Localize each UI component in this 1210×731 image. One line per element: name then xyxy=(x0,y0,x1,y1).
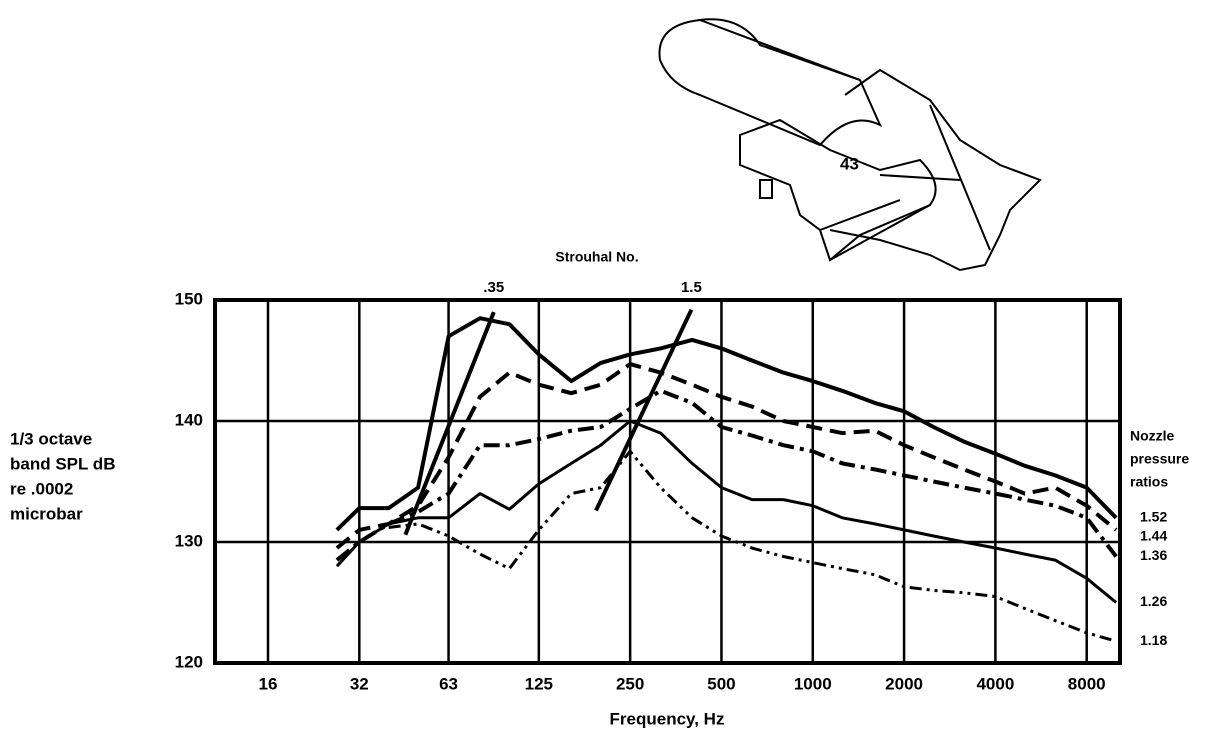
sketch-cylinder xyxy=(658,18,883,147)
legend-title: ratios xyxy=(1130,474,1168,490)
strouhal-label: .35 xyxy=(483,279,504,296)
strouhal-line xyxy=(403,311,496,536)
series-line xyxy=(335,362,1118,550)
legend-label: 1.26 xyxy=(1140,593,1167,609)
sketch-tab xyxy=(759,179,773,199)
series-line xyxy=(388,449,1117,643)
y-tick-label: 120 xyxy=(175,652,203,671)
x-tick-label: 2000 xyxy=(885,674,923,693)
plot-frame xyxy=(213,298,1122,665)
y-axis-title: re .0002 xyxy=(10,479,73,498)
sketch-wing xyxy=(829,68,1042,272)
x-tick-label: 32 xyxy=(350,674,369,693)
sketch-cylinder-top xyxy=(699,18,861,81)
series-line xyxy=(335,419,1118,604)
legend-title: pressure xyxy=(1130,451,1189,467)
x-axis-title: Frequency, Hz xyxy=(610,709,725,728)
sketch-label: 43 xyxy=(840,154,859,173)
legend-title: Nozzle xyxy=(1130,428,1175,444)
series-line xyxy=(335,388,1118,562)
strouhal-label: 1.5 xyxy=(681,279,702,296)
y-tick-label: 150 xyxy=(175,289,203,308)
nozzle-sketch: 43 xyxy=(658,18,1042,272)
legend-label: 1.18 xyxy=(1140,632,1167,648)
x-tick-label: 500 xyxy=(707,674,735,693)
x-tick-label: 63 xyxy=(439,674,458,693)
y-axis-title: microbar xyxy=(10,504,83,523)
y-tick-label: 130 xyxy=(175,531,203,550)
y-axis-title: band SPL dB xyxy=(10,454,115,473)
legend-label: 1.44 xyxy=(1140,528,1167,544)
sketch-edges xyxy=(819,104,991,261)
x-tick-label: 8000 xyxy=(1068,674,1106,693)
series-line xyxy=(335,316,1118,532)
legend-label: 1.36 xyxy=(1140,547,1167,563)
y-axis-title: 1/3 octave xyxy=(10,429,92,448)
strouhal-line xyxy=(594,308,694,512)
x-tick-label: 4000 xyxy=(976,674,1014,693)
legend-label: 1.52 xyxy=(1140,509,1167,525)
sketch-nozzle-block xyxy=(739,118,937,262)
x-tick-label: 125 xyxy=(525,674,553,693)
x-tick-label: 16 xyxy=(259,674,278,693)
x-tick-label: 1000 xyxy=(794,674,832,693)
x-tick-label: 250 xyxy=(616,674,644,693)
top-axis-title: Strouhal No. xyxy=(555,249,638,265)
y-tick-label: 140 xyxy=(175,410,203,429)
